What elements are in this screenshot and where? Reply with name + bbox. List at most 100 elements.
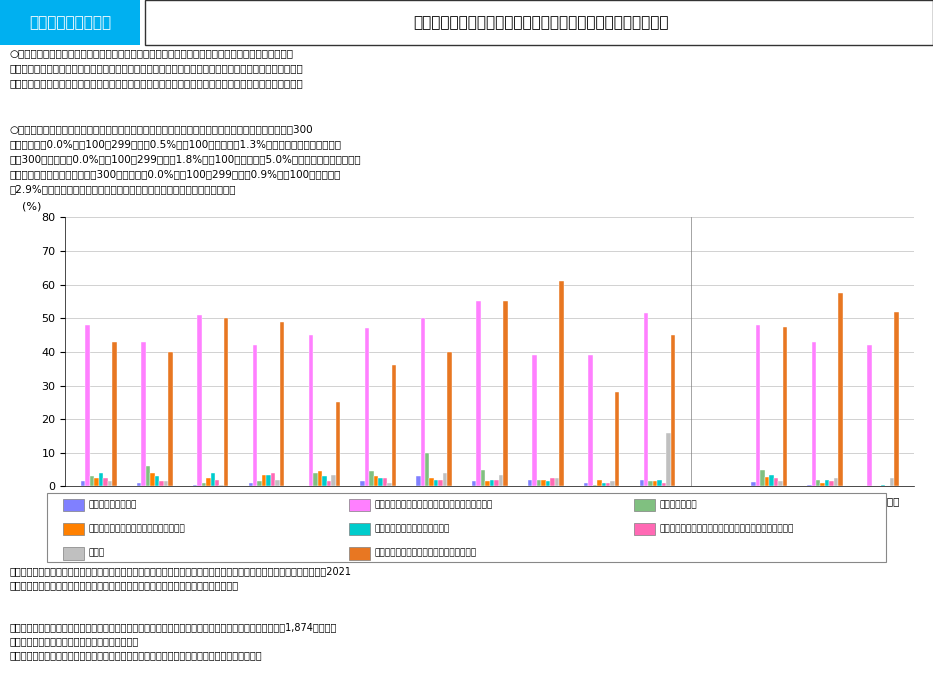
Bar — [439, 480, 443, 486]
Bar — [541, 480, 546, 486]
Bar — [532, 355, 536, 486]
Bar — [369, 471, 373, 486]
Bar — [477, 302, 480, 486]
Bar — [485, 482, 490, 486]
Text: 制度を知らなかった: 制度を知らなかった — [89, 500, 137, 509]
Bar — [816, 480, 820, 486]
Bar — [756, 325, 760, 486]
Bar — [360, 482, 365, 486]
Bar — [615, 392, 620, 486]
Bar — [825, 480, 829, 486]
Bar — [373, 476, 378, 486]
Bar — [416, 476, 421, 486]
Text: ○　雇用調整助成金等を申請しなかった理由を企業規模別にみると、「制度を知らなかった」は、「300
　人以上」で0.0%、「100～299人」で0.5%、「100: ○ 雇用調整助成金等を申請しなかった理由を企業規模別にみると、「制度を知らなかっ… — [9, 124, 361, 194]
Bar — [820, 484, 825, 486]
Bar — [503, 302, 508, 486]
Bar — [202, 483, 206, 486]
Bar — [349, 523, 369, 535]
Bar — [63, 547, 84, 560]
Bar — [829, 482, 834, 486]
Bar — [137, 483, 141, 486]
Bar — [150, 473, 155, 486]
Bar — [658, 480, 661, 486]
Bar — [528, 480, 532, 486]
Bar — [760, 470, 765, 486]
Bar — [890, 478, 894, 486]
Bar — [327, 482, 331, 486]
Bar — [769, 475, 773, 486]
Bar — [778, 482, 783, 486]
Bar — [588, 355, 592, 486]
Bar — [894, 311, 898, 486]
Bar — [192, 485, 197, 486]
Bar — [107, 482, 112, 486]
Bar — [602, 483, 606, 486]
Text: （注）　１）雇用調整助成金を申請しなかった企業における任意回答としており、無回答を除いたｎ数（1,874）を集計
　　　　　し、複数回答での選択を認めている。
: （注） １）雇用調整助成金を申請しなかった企業における任意回答としており、無回答… — [9, 622, 337, 660]
Bar — [839, 293, 842, 486]
Text: 制度を知っていたが、支給要件に該当しなかった: 制度を知っていたが、支給要件に該当しなかった — [374, 500, 493, 509]
Text: 手続きが難しい: 手続きが難しい — [660, 500, 697, 509]
Bar — [112, 342, 117, 486]
Y-axis label: (%): (%) — [21, 202, 41, 212]
Bar — [425, 453, 429, 486]
Bar — [197, 315, 202, 486]
Text: 社会保険労務士などの専門家に委託する余裕がなかった: 社会保険労務士などの専門家に委託する余裕がなかった — [660, 524, 794, 533]
Bar — [253, 345, 258, 486]
Bar — [666, 433, 671, 486]
Bar — [597, 480, 602, 486]
Bar — [554, 478, 559, 486]
Text: 雇用調整助成金を申請する必要がなかった: 雇用調整助成金を申請する必要がなかった — [374, 548, 476, 558]
Text: ○　雇用調整助成金を申請しなかった理由を産業別にみると、多くの産業で「制度は知っていたが、
　支給要件に該当しなかった」「雇用調整助成金を申請する必要がなかった: ○ 雇用調整助成金を申請しなかった理由を産業別にみると、多くの産業で「制度は知っ… — [9, 48, 303, 88]
Bar — [262, 475, 267, 486]
Bar — [812, 342, 816, 486]
Bar — [868, 345, 872, 486]
Bar — [280, 322, 285, 486]
Bar — [313, 473, 318, 486]
Bar — [206, 478, 211, 486]
Bar — [610, 482, 615, 486]
Text: その他: その他 — [89, 548, 104, 558]
Bar — [275, 480, 280, 486]
Bar — [271, 473, 275, 486]
Bar — [448, 352, 452, 486]
Bar — [267, 475, 271, 486]
Bar — [536, 480, 541, 486]
Bar — [499, 475, 503, 486]
Bar — [90, 476, 94, 486]
Bar — [336, 402, 341, 486]
Bar — [258, 482, 262, 486]
Bar — [480, 470, 485, 486]
Bar — [155, 476, 160, 486]
Bar — [322, 476, 327, 486]
Bar — [81, 482, 86, 486]
Text: 資料出所　（独）労働政策研究・研修機構「第３回新型コロナウイルス感染症が企業経営に及ぼす影響に関する調査」（2021
　　　　　年）（一次集計）結果をもとに厚生: 資料出所 （独）労働政策研究・研修機構「第３回新型コロナウイルス感染症が企業経営… — [9, 566, 352, 590]
Bar — [86, 325, 90, 486]
Bar — [783, 326, 787, 486]
Bar — [392, 366, 396, 486]
Bar — [378, 478, 383, 486]
Bar — [592, 485, 597, 486]
Bar — [429, 478, 434, 486]
Bar — [211, 473, 215, 486]
Bar — [94, 478, 99, 486]
Bar — [634, 523, 656, 535]
FancyBboxPatch shape — [47, 493, 886, 562]
Bar — [349, 499, 369, 511]
Bar — [546, 482, 550, 486]
FancyBboxPatch shape — [0, 0, 140, 45]
Bar — [559, 282, 564, 486]
Bar — [494, 480, 499, 486]
Bar — [648, 482, 653, 486]
Bar — [387, 483, 392, 486]
Bar — [653, 482, 658, 486]
Bar — [160, 482, 163, 486]
Text: 申請方法がわからない・ノウハウがない: 申請方法がわからない・ノウハウがない — [89, 524, 186, 533]
Bar — [751, 482, 756, 486]
Bar — [349, 547, 369, 560]
Bar — [63, 523, 84, 535]
Bar — [219, 485, 224, 486]
Bar — [146, 466, 150, 486]
Bar — [421, 318, 425, 486]
Bar — [168, 352, 173, 486]
Bar — [550, 478, 554, 486]
